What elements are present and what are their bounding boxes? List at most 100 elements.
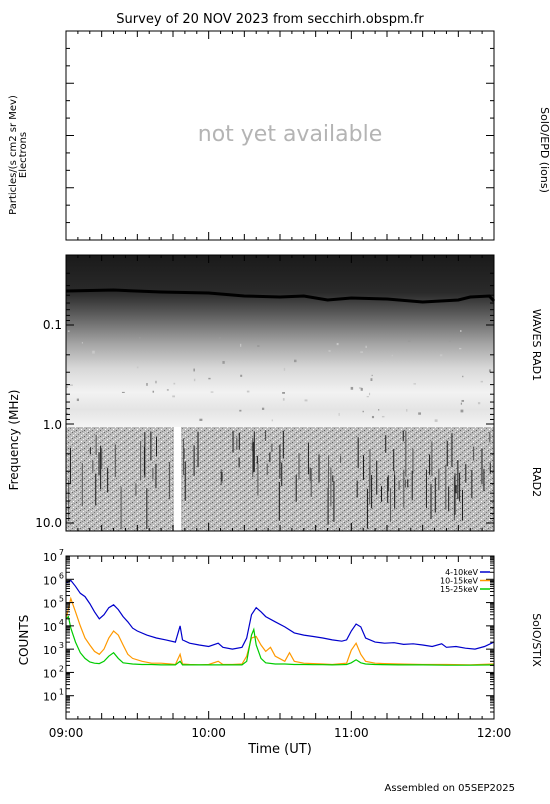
rad1-speckle: [461, 399, 465, 402]
rad1-speckle: [360, 387, 363, 391]
rad1-speckle: [304, 399, 308, 402]
stix-lines: [66, 579, 494, 666]
rad1-speckle: [371, 374, 373, 377]
stix-ytick-exponent: 2: [59, 664, 64, 673]
rad1-speckle: [66, 412, 68, 415]
rad1-speckle: [225, 360, 228, 362]
rad1-speckle: [173, 382, 176, 385]
rad1-speckle: [239, 409, 242, 412]
rad1-speckle: [283, 367, 286, 371]
rad1-speckle: [240, 343, 242, 347]
epd-ylabel2: Electrons: [18, 132, 29, 178]
rad1-speckle: [362, 410, 364, 413]
rad1-speckle: [166, 389, 169, 391]
stix-ytick-exponent: 5: [59, 595, 64, 604]
stix-ticks: [65, 555, 495, 720]
stix-legend-label: 15-25keV: [440, 585, 479, 594]
rad1-speckle: [488, 369, 491, 373]
rad1-speckle: [391, 354, 393, 357]
rad1-speckle: [460, 402, 463, 405]
rad1-speckle: [371, 415, 375, 419]
rad1-speckle: [378, 409, 380, 411]
rad1-speckle: [67, 330, 70, 332]
stix-xlabel: Time (UT): [247, 742, 312, 757]
rad1-speckle: [328, 350, 331, 352]
rad1-speckle: [222, 360, 225, 364]
rad1-speckle: [370, 378, 373, 381]
rad1-speckle: [155, 380, 157, 384]
rad1-speckle: [366, 396, 369, 398]
rad1-speckle: [136, 366, 139, 369]
stix-legend-label: 10-15keV: [440, 577, 479, 586]
stix-x-tick-labels: 09:00 10:00 11:00 12:00: [49, 726, 512, 740]
rad1-speckle: [448, 340, 451, 342]
epd-ticks: [65, 30, 495, 241]
waves-ytick-2: 10.0: [35, 516, 62, 530]
stix-ytick-label: 10: [43, 598, 57, 611]
rad1-speckle: [92, 350, 95, 354]
rad1-speckle: [336, 342, 339, 346]
rad1-cutoff-band: [65, 288, 496, 304]
page-title: Survey of 20 NOV 2023 from secchirh.obsp…: [116, 12, 424, 27]
stix-frame: [65, 555, 495, 720]
rad1-speckle: [380, 360, 383, 362]
waves-ylabel: Frequency (MHz): [7, 390, 21, 491]
stix-ytick-exponent: 3: [59, 641, 64, 650]
rad1-speckle: [462, 375, 464, 378]
stix-series-1: [66, 596, 494, 666]
rad1-speckle: [199, 418, 203, 421]
rad1-speckle: [282, 398, 285, 401]
waves-ytick-0: 0.1: [43, 318, 62, 332]
stix-ytick-label: 10: [43, 691, 57, 704]
stix-ytick-label: 10: [43, 551, 57, 564]
stix-series-0: [66, 579, 494, 650]
rad1-speckle: [406, 408, 408, 412]
stix-ytick-exponent: 7: [59, 548, 64, 557]
epd-panel: not yet available Particles/(s cm2 sr Me…: [8, 30, 550, 241]
stix-xtick-label: 12:00: [477, 726, 512, 740]
rad1-speckle: [282, 392, 285, 394]
epd-right-label: SolO/EPD (ions): [538, 107, 550, 193]
rad1-speckle: [460, 409, 464, 413]
rad1-speckle: [70, 384, 73, 386]
rad1-speckle: [271, 419, 273, 422]
epd-placeholder: not yet available: [198, 122, 383, 147]
rad1-speckle: [439, 354, 443, 357]
rad1-speckle: [418, 412, 422, 415]
stix-xtick-label: 11:00: [334, 726, 369, 740]
rad1-speckle: [407, 339, 411, 342]
rad1-speckle: [338, 412, 340, 416]
rad1-speckle: [257, 344, 260, 347]
stix-ytick-label: 10: [43, 644, 57, 657]
rad1-speckle: [459, 347, 462, 350]
rad1-label: WAVES RAD1: [530, 309, 543, 381]
rad1-speckle: [210, 391, 214, 393]
stix-ytick-label: 10: [43, 574, 57, 587]
rad1-streaks: [66, 330, 491, 422]
stix-xtick-label: 09:00: [49, 726, 84, 740]
rad1-speckle: [261, 407, 265, 410]
rad1-speckle: [172, 395, 175, 398]
rad1-speckle: [360, 351, 364, 353]
rad2-bursts: [68, 430, 491, 529]
rad1-speckle: [81, 342, 84, 344]
stix-ytick-exponent: 1: [59, 688, 64, 697]
rad1-speckle: [246, 390, 250, 393]
rad1-speckle: [413, 383, 416, 385]
stix-ytick-exponent: 4: [59, 618, 64, 627]
rad1-speckle: [381, 415, 385, 418]
rad1-speckle: [193, 368, 195, 372]
stix-ytick-label: 10: [43, 667, 57, 680]
stix-ylabel: COUNTS: [17, 615, 31, 666]
rad2-spectrogram: [66, 427, 494, 531]
rad1-speckle: [138, 337, 141, 340]
stix-right-label: SolO/STIX: [530, 613, 543, 667]
rad1-speckle: [152, 390, 155, 393]
rad1-speckle: [460, 330, 462, 332]
rad2-label: RAD2: [530, 467, 543, 497]
rad1-speckle: [368, 392, 371, 396]
rad1-speckle: [240, 374, 243, 377]
rad1-speckle: [121, 391, 125, 393]
